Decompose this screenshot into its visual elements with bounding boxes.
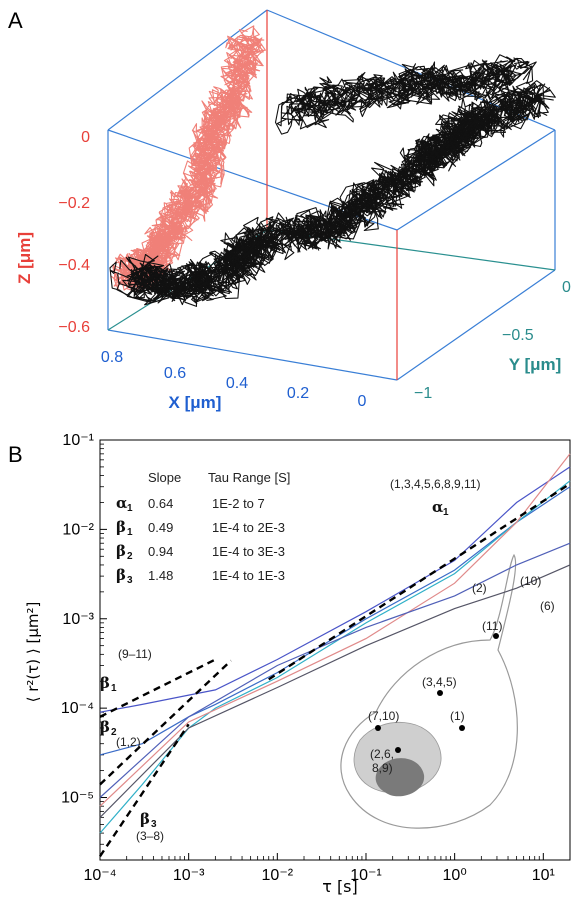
x-tick-label: 10⁰ [443,867,467,884]
x-tick-3: 0.2 [287,385,309,402]
x-tick-2: 0.4 [226,375,248,392]
series-line [99,486,571,756]
row4-sym: β [116,566,126,584]
series-line [99,480,571,834]
series-line [99,453,571,807]
cell-outline [340,553,518,829]
x-axis-label: X [μm] [169,393,222,412]
fit-label-beta3: β [140,810,150,828]
cell-label-8-9: 8,9) [372,761,393,775]
label-curve-2: (2) [472,581,487,595]
panel-b-label: B [8,442,23,467]
table-header-slope: Slope [148,470,181,485]
label-curves-1-2: (1,2) [116,735,141,749]
trajectory-3d [109,54,556,307]
row4-range: 1E-4 to 1E-3 [212,568,285,583]
label-curve-6: (6) [540,599,555,613]
z-tick-3: −0.6 [58,319,90,336]
fit-line [99,658,216,718]
fit-line [99,723,190,857]
x-tick-label: 10⁻³ [173,867,205,884]
row2-range: 1E-4 to 2E-3 [212,520,285,535]
x-tick-1: 0.6 [164,365,186,382]
y-axis-label: Y [μm] [509,355,562,374]
y-tick-0: 0 [562,279,571,296]
row3-range: 1E-4 to 3E-3 [212,544,285,559]
row3-slope: 0.94 [148,544,173,559]
row3-sub: 2 [127,551,133,562]
z-axis-label: Z [μm] [15,232,34,284]
x-tick-label: 10⁻⁴ [83,867,116,884]
fit-label-beta3-sub: 3 [151,819,157,830]
label-curves-main: (1,3,4,5,6,8,9,11) [390,477,481,491]
cell-label-1: (1) [450,709,465,723]
label-curves-3-8: (3–8) [136,829,164,843]
fit-label-beta2-sub: 2 [111,727,117,738]
y-axis-title: ⟨ r²(τ) ⟩ [μm²] [24,602,42,703]
y-tick-label: 10⁻⁵ [61,790,94,807]
fit-label-alpha1: α [432,498,444,516]
y-tick-label: 10⁻¹ [62,432,94,449]
slope-table: Slope Tau Range [S] α 1 0.64 1E-2 to 7 β… [116,470,290,586]
y-tick-label: 10⁻² [62,521,94,538]
row1-range: 1E-2 to 7 [212,496,265,511]
fit-label-beta1: β [100,674,110,692]
x-axis-title: τ [s] [322,877,358,896]
series-line [99,466,571,713]
row1-slope: 0.64 [148,496,173,511]
cell-label-11: (11) [482,619,502,633]
row1-sub: 1 [127,503,133,514]
x-tick-label: 10⁻² [262,867,294,884]
msd-plot: 10⁻⁴ 10⁻³ 10⁻² 10⁻¹ 10⁰ 10¹10⁻¹10⁻²10⁻³10⁻⁴10… [61,432,571,884]
label-curves-9-11: (9–11) [118,647,152,661]
row2-slope: 0.49 [148,520,173,535]
panel-a-label: A [8,8,23,33]
row3-sym: β [116,542,126,560]
fit-lines [99,482,571,857]
fit-line [99,659,232,786]
row2-sub: 1 [127,527,133,538]
x-tick-label: 10¹ [532,867,555,884]
fit-label-beta2: β [100,718,110,736]
row2-sym: β [116,518,126,536]
series-line [99,542,571,798]
cell-label-3-4-5: (3,4,5) [422,675,457,689]
cell-label-7-10: (7,10) [368,709,399,723]
row4-slope: 1.48 [148,568,173,583]
row1-sym: α [116,494,128,512]
series-line [99,564,571,818]
plot-frame [99,439,571,861]
y-tick-label: 10⁻⁴ [61,700,94,717]
fit-label-alpha1-sub: 1 [443,507,449,518]
row4-sub: 3 [127,575,133,586]
cell-label-2-6: (2,6, [370,747,394,761]
msd-curves [99,453,571,834]
y-tick-label: 10⁻³ [62,611,94,628]
z-tick-2: −0.4 [58,257,90,274]
label-curve-10: (10) [520,574,541,588]
plot-ticks: 10⁻⁴ 10⁻³ 10⁻² 10⁻¹ 10⁰ 10¹10⁻¹10⁻²10⁻³10⁻⁴10… [61,432,571,884]
y-tick-2: −1 [414,385,432,402]
fit-label-beta1-sub: 1 [111,683,117,694]
x-tick-0: 0.8 [101,349,123,366]
z-tick-0: 0 [81,129,90,146]
x-tick-label: 10⁻¹ [350,867,382,884]
x-tick-4: 0 [358,393,367,410]
y-tick-1: −0.5 [502,327,534,344]
table-header-range: Tau Range [S] [208,470,290,485]
z-tick-1: −0.2 [58,195,90,212]
